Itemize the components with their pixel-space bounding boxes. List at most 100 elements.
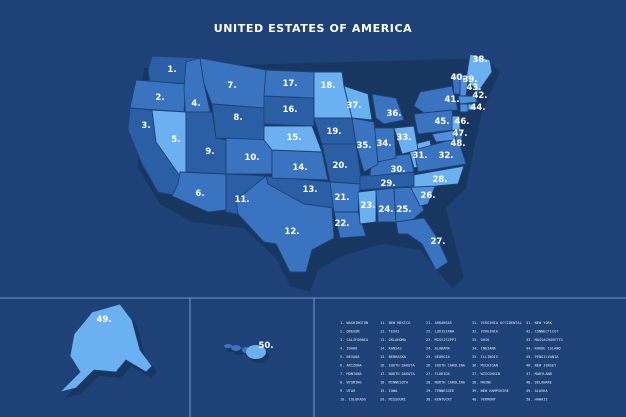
state-label-37: 37.	[346, 101, 361, 111]
state-label-40: 40.	[450, 73, 465, 83]
state-label-1: 1.	[167, 65, 176, 75]
legend-item: 34. INDIANA	[472, 347, 497, 351]
legend-item: 42. CONNECTICUT	[526, 330, 559, 334]
hawaii-inset	[224, 344, 269, 363]
state-label-39: 39.	[462, 75, 477, 85]
legend-item: 38. MAINE	[472, 381, 491, 385]
legend-item: 32. VIRGINIA	[472, 330, 499, 334]
state-label-4: 4.	[191, 99, 200, 109]
legend-item: 33. OHIO	[472, 338, 489, 342]
state-label-44: 44.	[470, 103, 485, 113]
legend-item: 22. LOUISIANA	[426, 330, 455, 334]
map-title: UNITED ESTATES OF AMERICA	[213, 22, 413, 35]
state-label-17: 17.	[282, 79, 297, 89]
legend-item: 46. NEW JERSEY	[526, 364, 557, 368]
contiguous-usa	[127, 53, 500, 292]
legend-item: 45. PENSILVANIA	[526, 355, 559, 359]
legend-item: 37. WISCONSIN	[472, 372, 500, 376]
legend-item: 24. ALABAMA	[426, 347, 451, 351]
state-label-8: 8.	[233, 113, 242, 123]
state-label-49: 49.	[96, 315, 111, 325]
state-label-27: 27.	[430, 237, 445, 247]
legend-item: 36. MICHIGAN	[472, 364, 498, 368]
state-label-13: 13.	[302, 185, 317, 195]
state-label-48: 48.	[450, 139, 465, 149]
state-label-6: 6.	[195, 189, 204, 199]
state-label-35: 35.	[356, 141, 371, 151]
legend-item: 39. NEW HAMPSHIRE	[472, 389, 509, 393]
state-label-22: 22.	[334, 219, 349, 229]
legend-item: 31. VIRGINIA OCCIDENTAL	[472, 321, 522, 325]
legend-item: 2. OREGON	[340, 330, 359, 334]
state-38	[465, 53, 493, 93]
state-label-38: 38.	[472, 55, 487, 65]
state-label-23: 23.	[360, 201, 375, 211]
state-label-32: 32.	[438, 151, 453, 161]
state-label-47: 47.	[452, 129, 467, 139]
legend-item: 14. KANSAS	[380, 347, 402, 351]
state-label-24: 24.	[378, 205, 393, 215]
legend-item: 23. MISSISIPPI	[426, 338, 456, 342]
state-42	[459, 103, 469, 113]
state-label-46: 46.	[454, 117, 469, 127]
legend-item: 26. SOUTH CAROLINA	[426, 364, 466, 368]
legend-item: 41. NEW YORK	[526, 321, 553, 325]
legend-item: 40. VERMONT	[472, 398, 497, 402]
state-label-7: 7.	[227, 81, 236, 91]
state-35	[351, 117, 379, 173]
state-37	[343, 85, 373, 121]
legend-item: 5. NEVADA	[340, 355, 360, 359]
legend-item: 13. OKLAHOMA	[380, 338, 407, 342]
legend-item: 10. COLORADO	[340, 398, 366, 402]
legend-item: 19. IOWA	[380, 389, 398, 393]
legend-item: 18. MINNESOTA	[380, 381, 409, 385]
legend-item: 29. TENNESSEE	[426, 389, 454, 393]
state-label-14: 14.	[292, 163, 307, 173]
legend-item: 35. ILLINOIS	[472, 355, 498, 359]
state-label-5: 5.	[171, 135, 180, 145]
state-label-28: 28.	[432, 175, 447, 185]
state-label-12: 12.	[284, 227, 299, 237]
state-label-30: 30.	[390, 165, 405, 175]
legend-item: 7. MONTANA	[340, 372, 362, 376]
legend-item: 50. HAWAII	[526, 398, 548, 402]
legend-item: 44. RHODE ISLAND	[526, 347, 561, 351]
state-label-15: 15.	[286, 133, 301, 143]
state-label-16: 16.	[282, 105, 297, 115]
state-label-33: 33.	[396, 133, 411, 143]
state-label-26: 26.	[420, 191, 435, 201]
legend-item: 48. DELAWARE	[526, 381, 552, 385]
state-label-31: 31.	[412, 151, 427, 161]
legend-item: 27. FLORIDA	[426, 372, 451, 376]
legend-item: 8. WYOMING	[340, 381, 362, 385]
state-label-45: 45.	[434, 117, 449, 127]
legend-item: 25. GEORGIA	[426, 355, 451, 359]
legend-item: 9. UTAH	[340, 389, 355, 393]
state-label-25: 25.	[396, 205, 411, 215]
state-22	[333, 211, 367, 239]
state-label-3: 3.	[141, 121, 150, 131]
state-label-18: 18.	[320, 81, 335, 91]
state-50	[246, 345, 266, 359]
state-36	[371, 93, 405, 125]
state-23	[357, 189, 377, 225]
state-27	[395, 217, 449, 271]
alaska-inset	[58, 303, 157, 398]
legend-item: 4. IDAHO	[340, 347, 357, 351]
state-48	[453, 129, 463, 143]
legend-item: 17. NORTH DAKOTA	[380, 372, 415, 376]
legend-item: 28. NORTH CAROLINA	[426, 381, 466, 385]
legend-item: 16. SOUTH DAKOTA	[380, 364, 415, 368]
state-13	[265, 175, 335, 209]
state-label-20: 20.	[332, 161, 347, 171]
state-label-11: 11.	[234, 195, 249, 205]
legend-item: 15. NEBRASKA	[380, 355, 407, 359]
legend-item: 43. MASSACHUSETTS	[526, 338, 563, 342]
state-44	[467, 103, 475, 111]
legend-item: 3. CALIFORNIA	[340, 338, 369, 342]
state-label-21: 21.	[334, 193, 349, 203]
state-label-36: 36.	[386, 109, 401, 119]
state-label-19: 19.	[326, 127, 341, 137]
legend-item: 12. TEXAS	[380, 330, 399, 334]
